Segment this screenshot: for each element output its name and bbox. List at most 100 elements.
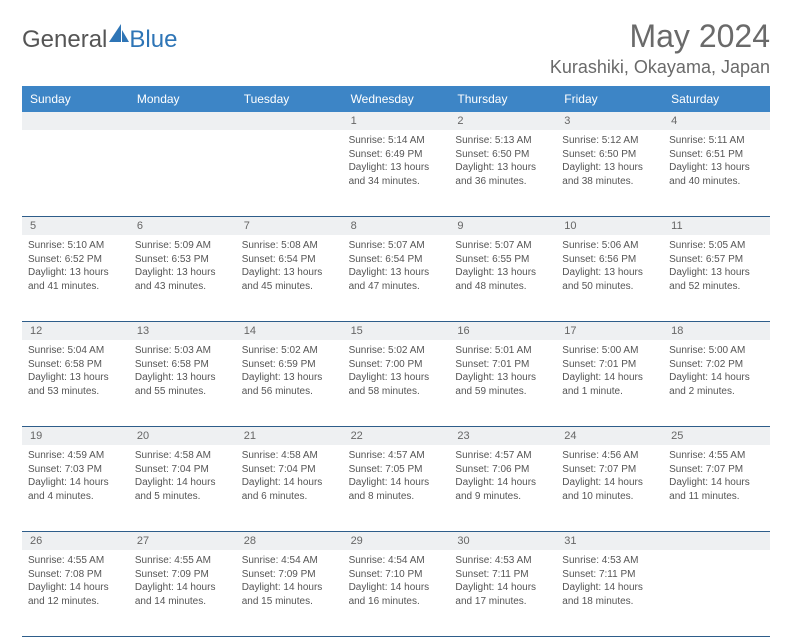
day1-text: Daylight: 14 hours (455, 581, 550, 595)
sunset-text: Sunset: 7:09 PM (242, 568, 337, 582)
calendar: Sunday Monday Tuesday Wednesday Thursday… (22, 86, 770, 637)
day-number: 3 (556, 112, 663, 130)
day-cell: Sunrise: 5:13 AMSunset: 6:50 PMDaylight:… (449, 130, 556, 216)
day-number: 9 (449, 217, 556, 235)
sunrise-text: Sunrise: 5:05 AM (669, 239, 764, 253)
day1-text: Daylight: 13 hours (28, 266, 123, 280)
day2-text: and 41 minutes. (28, 280, 123, 294)
sunset-text: Sunset: 7:05 PM (349, 463, 444, 477)
sunrise-text: Sunrise: 5:07 AM (349, 239, 444, 253)
day-number: 4 (663, 112, 770, 130)
sunrise-text: Sunrise: 4:54 AM (349, 554, 444, 568)
daynum-row: 19202122232425 (22, 427, 770, 445)
day2-text: and 56 minutes. (242, 385, 337, 399)
day-number (22, 112, 129, 130)
sunrise-text: Sunrise: 5:14 AM (349, 134, 444, 148)
day-cell: Sunrise: 5:02 AMSunset: 6:59 PMDaylight:… (236, 340, 343, 426)
sail-icon (109, 21, 129, 49)
sunrise-text: Sunrise: 5:00 AM (669, 344, 764, 358)
sunset-text: Sunset: 6:58 PM (135, 358, 230, 372)
day-cell: Sunrise: 5:04 AMSunset: 6:58 PMDaylight:… (22, 340, 129, 426)
day2-text: and 8 minutes. (349, 490, 444, 504)
day-number: 20 (129, 427, 236, 445)
day1-text: Daylight: 14 hours (669, 476, 764, 490)
day1-text: Daylight: 13 hours (135, 266, 230, 280)
day1-text: Daylight: 14 hours (28, 476, 123, 490)
weeks-container: 12 34 Sunrise: 5:14 AMSunset: 6:49 PMDayli… (22, 112, 770, 637)
day-cell: Sunrise: 5:14 AMSunset: 6:49 PMDaylight:… (343, 130, 450, 216)
day-cell: Sunrise: 5:12 AMSunset: 6:50 PMDaylight:… (556, 130, 663, 216)
day1-text: Daylight: 13 hours (669, 266, 764, 280)
day2-text: and 58 minutes. (349, 385, 444, 399)
day-number: 14 (236, 322, 343, 340)
brand-part2: Blue (129, 26, 177, 54)
sunset-text: Sunset: 7:07 PM (562, 463, 657, 477)
sunset-text: Sunset: 7:07 PM (669, 463, 764, 477)
day-number: 19 (22, 427, 129, 445)
sunrise-text: Sunrise: 5:12 AM (562, 134, 657, 148)
sunset-text: Sunset: 6:51 PM (669, 148, 764, 162)
dayname: Monday (129, 86, 236, 112)
dayname: Friday (556, 86, 663, 112)
day1-text: Daylight: 14 hours (349, 476, 444, 490)
day1-text: Daylight: 13 hours (455, 161, 550, 175)
day-number: 27 (129, 532, 236, 550)
day-cell: Sunrise: 4:57 AMSunset: 7:05 PMDaylight:… (343, 445, 450, 531)
day1-text: Daylight: 13 hours (349, 161, 444, 175)
title-block: May 2024 Kurashiki, Okayama, Japan (550, 18, 770, 78)
sunset-text: Sunset: 7:08 PM (28, 568, 123, 582)
dayname: Thursday (449, 86, 556, 112)
week-row: Sunrise: 4:55 AMSunset: 7:08 PMDaylight:… (22, 550, 770, 637)
day2-text: and 2 minutes. (669, 385, 764, 399)
day1-text: Daylight: 13 hours (349, 371, 444, 385)
day-cell: Sunrise: 4:57 AMSunset: 7:06 PMDaylight:… (449, 445, 556, 531)
day-cell: Sunrise: 5:03 AMSunset: 6:58 PMDaylight:… (129, 340, 236, 426)
day2-text: and 34 minutes. (349, 175, 444, 189)
day-number: 10 (556, 217, 663, 235)
sunset-text: Sunset: 7:09 PM (135, 568, 230, 582)
sunrise-text: Sunrise: 5:10 AM (28, 239, 123, 253)
day-cell (129, 130, 236, 216)
day2-text: and 36 minutes. (455, 175, 550, 189)
day2-text: and 48 minutes. (455, 280, 550, 294)
day-cell: Sunrise: 5:07 AMSunset: 6:55 PMDaylight:… (449, 235, 556, 321)
day-cell: Sunrise: 5:06 AMSunset: 6:56 PMDaylight:… (556, 235, 663, 321)
week-row: Sunrise: 5:14 AMSunset: 6:49 PMDaylight:… (22, 130, 770, 217)
day-number (236, 112, 343, 130)
brand-part1: General (22, 26, 107, 54)
day1-text: Daylight: 13 hours (349, 266, 444, 280)
day1-text: Daylight: 13 hours (562, 266, 657, 280)
sunset-text: Sunset: 7:11 PM (455, 568, 550, 582)
day2-text: and 9 minutes. (455, 490, 550, 504)
dayname: Wednesday (343, 86, 450, 112)
day-cell: Sunrise: 5:08 AMSunset: 6:54 PMDaylight:… (236, 235, 343, 321)
day-cell: Sunrise: 4:54 AMSunset: 7:10 PMDaylight:… (343, 550, 450, 636)
day2-text: and 17 minutes. (455, 595, 550, 609)
day2-text: and 59 minutes. (455, 385, 550, 399)
sunset-text: Sunset: 7:00 PM (349, 358, 444, 372)
sunrise-text: Sunrise: 5:11 AM (669, 134, 764, 148)
dayname-header: Sunday Monday Tuesday Wednesday Thursday… (22, 86, 770, 112)
sunrise-text: Sunrise: 5:01 AM (455, 344, 550, 358)
location-label: Kurashiki, Okayama, Japan (550, 57, 770, 78)
sunset-text: Sunset: 6:54 PM (349, 253, 444, 267)
sunrise-text: Sunrise: 5:07 AM (455, 239, 550, 253)
day2-text: and 6 minutes. (242, 490, 337, 504)
sunrise-text: Sunrise: 4:53 AM (455, 554, 550, 568)
day2-text: and 50 minutes. (562, 280, 657, 294)
day1-text: Daylight: 13 hours (242, 266, 337, 280)
day-cell: Sunrise: 5:07 AMSunset: 6:54 PMDaylight:… (343, 235, 450, 321)
day1-text: Daylight: 14 hours (28, 581, 123, 595)
sunset-text: Sunset: 7:04 PM (135, 463, 230, 477)
day-number: 18 (663, 322, 770, 340)
sunset-text: Sunset: 6:57 PM (669, 253, 764, 267)
dayname: Sunday (22, 86, 129, 112)
day2-text: and 45 minutes. (242, 280, 337, 294)
day1-text: Daylight: 13 hours (135, 371, 230, 385)
day-number: 12 (22, 322, 129, 340)
day-cell: Sunrise: 4:54 AMSunset: 7:09 PMDaylight:… (236, 550, 343, 636)
day2-text: and 55 minutes. (135, 385, 230, 399)
sunset-text: Sunset: 6:50 PM (455, 148, 550, 162)
day1-text: Daylight: 13 hours (669, 161, 764, 175)
day-number: 31 (556, 532, 663, 550)
